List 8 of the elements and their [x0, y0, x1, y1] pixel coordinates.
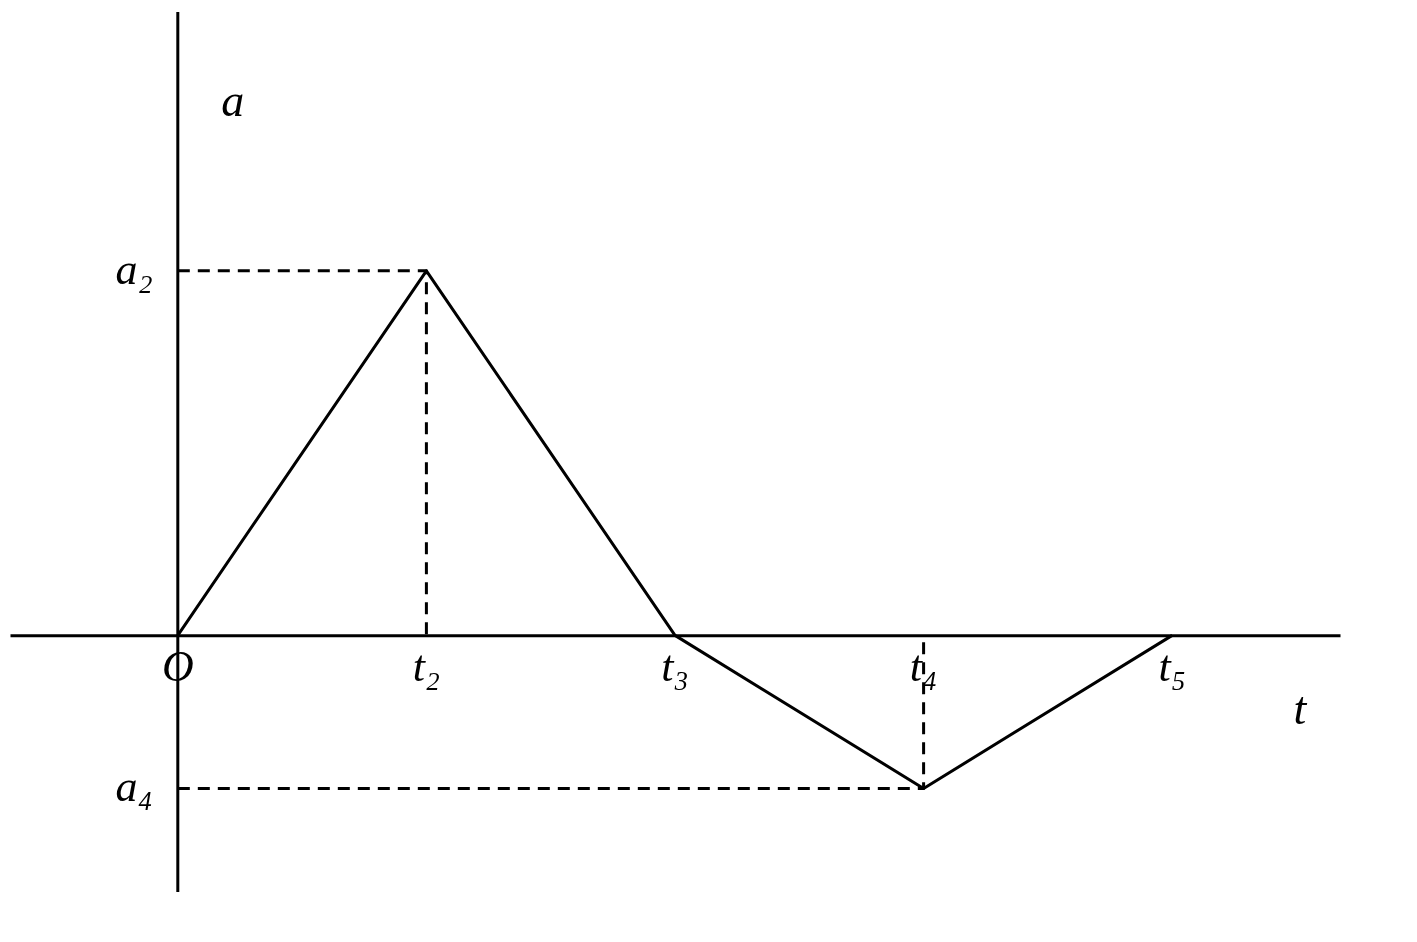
y-axis-title: a [221, 75, 245, 126]
x-tick-label: t₃ [661, 641, 689, 691]
x-tick-label: t₄ [909, 641, 938, 691]
x-tick-label: t₅ [1158, 641, 1186, 691]
annotation: a₂ [115, 244, 153, 294]
x-axis-title: t [1293, 683, 1308, 735]
x-tick-label: t₂ [412, 641, 441, 691]
annotation: a₄ [115, 762, 153, 812]
